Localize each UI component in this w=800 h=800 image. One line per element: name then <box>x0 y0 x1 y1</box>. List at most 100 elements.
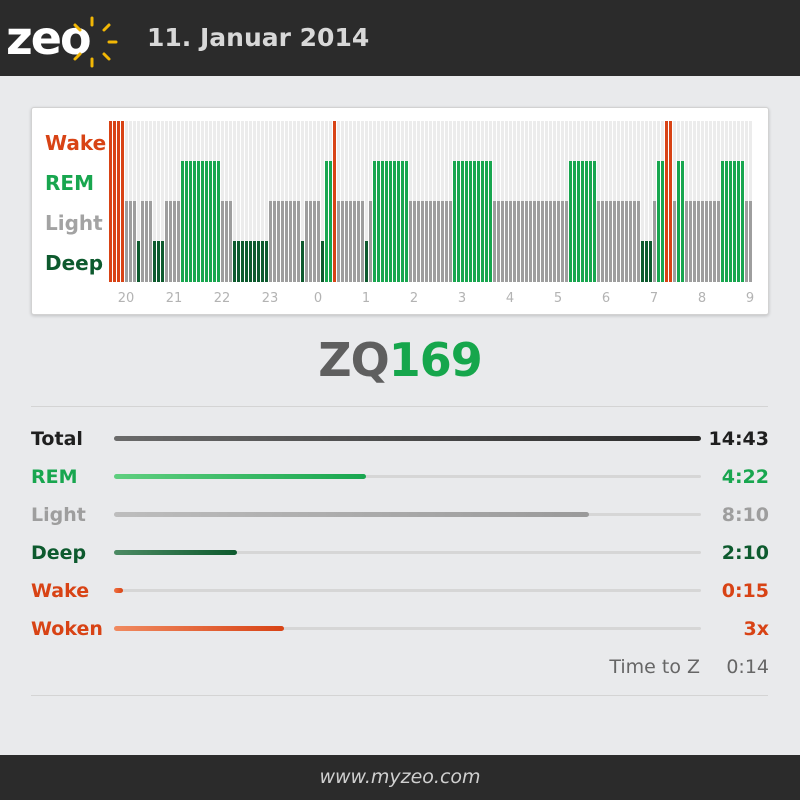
hypnogram-bar <box>749 201 752 282</box>
hypnogram-bar <box>585 161 588 282</box>
hypnogram-bg-stripe <box>365 121 368 282</box>
hypnogram-bar <box>489 161 492 282</box>
hypnogram-bar <box>205 161 208 282</box>
hypnogram-bar <box>317 201 320 282</box>
hypnogram-bar <box>261 241 264 282</box>
hypnogram-bar <box>509 201 512 282</box>
hypnogram-bar <box>241 241 244 282</box>
hypnogram-bar <box>713 201 716 282</box>
stat-bar-woken <box>114 626 285 631</box>
hypnogram-bar <box>553 201 556 282</box>
hypnogram-bar <box>697 201 700 282</box>
hypnogram-bg-stripe <box>161 121 164 282</box>
hypnogram-bar <box>433 201 436 282</box>
hypnogram-bar <box>609 201 612 282</box>
stat-value-woken: 3x <box>743 618 769 640</box>
hypnogram-bar <box>645 241 648 282</box>
hypnogram-bar <box>209 161 212 282</box>
stat-track-wake <box>114 588 701 593</box>
hypnogram-bar <box>321 241 324 282</box>
hypnogram-bar <box>177 201 180 282</box>
hypnogram-bar <box>565 201 568 282</box>
zq-label: ZQ <box>318 333 389 387</box>
hypnogram-bar <box>409 201 412 282</box>
hypnogram-bar <box>237 241 240 282</box>
hypnogram-bar <box>121 121 124 282</box>
hypnogram-bar <box>309 201 312 282</box>
hypnogram-bar <box>729 161 732 282</box>
hypnogram-bar <box>449 201 452 282</box>
hypnogram-card: Wake REM Light Deep 20 21 22 23 0 1 2 3 4 5 6 7 8 9 <box>31 107 769 315</box>
hypnogram-bg-stripe <box>641 121 644 282</box>
hour-tick-label: 8 <box>698 291 706 306</box>
hypnogram-bar <box>417 201 420 282</box>
hour-tick-label: 22 <box>214 291 231 306</box>
hypnogram-bar <box>481 161 484 282</box>
hypnogram-bar <box>233 241 236 282</box>
hypnogram-bar <box>733 161 736 282</box>
hypnogram-bar <box>361 201 364 282</box>
hour-tick-label: 0 <box>314 291 322 306</box>
hypnogram-bar <box>501 201 504 282</box>
hypnogram-bar <box>257 241 260 282</box>
hypnogram-bar <box>345 201 348 282</box>
hypnogram-bar <box>117 121 120 282</box>
hypnogram-bg-stripe <box>253 121 256 282</box>
hypnogram-bar <box>141 201 144 282</box>
hypnogram-bar <box>469 161 472 282</box>
hypnogram-bar <box>473 161 476 282</box>
stat-value-rem: 4:22 <box>721 466 769 488</box>
hypnogram-bar <box>289 201 292 282</box>
hypnogram-bar <box>169 201 172 282</box>
hypnogram-bg-stripe <box>249 121 252 282</box>
hour-tick-label: 21 <box>166 291 183 306</box>
hypnogram-bg-stripe <box>245 121 248 282</box>
divider-top <box>31 406 768 407</box>
footer-url[interactable]: www.myzeo.com <box>319 766 481 788</box>
hypnogram-bar <box>253 241 256 282</box>
hypnogram-bar <box>249 241 252 282</box>
hypnogram-bar <box>517 201 520 282</box>
hour-tick-label: 20 <box>118 291 135 306</box>
stat-label-wake: Wake <box>31 580 90 602</box>
hypnogram-bar <box>545 201 548 282</box>
stage-label-wake: Wake <box>45 131 106 155</box>
hour-tick-label: 2 <box>410 291 418 306</box>
sun-icon <box>73 16 118 68</box>
hypnogram-bar <box>633 201 636 282</box>
stat-track-light <box>114 512 701 517</box>
stat-bar-deep <box>114 550 238 555</box>
hypnogram-bar <box>293 201 296 282</box>
hypnogram-bg-stripe <box>261 121 264 282</box>
hypnogram-bar <box>625 201 628 282</box>
stat-label-light: Light <box>31 504 86 526</box>
stat-value-deep: 2:10 <box>721 542 769 564</box>
hypnogram-bar <box>405 161 408 282</box>
hypnogram-bar <box>601 201 604 282</box>
stat-track-woken <box>114 626 701 631</box>
hypnogram-bar <box>149 201 152 282</box>
stat-bar-light <box>114 512 590 517</box>
hypnogram-bar <box>441 201 444 282</box>
hypnogram-bar <box>305 201 308 282</box>
hypnogram-bar <box>201 161 204 282</box>
stage-label-rem: REM <box>45 171 94 195</box>
zeo-logo: zeo <box>6 8 118 68</box>
hypnogram-bar <box>401 161 404 282</box>
hypnogram-bar <box>653 201 656 282</box>
hypnogram-bar <box>165 201 168 282</box>
hypnogram-bar <box>137 241 140 282</box>
hypnogram-bar <box>437 201 440 282</box>
stat-track-total <box>114 436 701 441</box>
hypnogram-bar <box>153 241 156 282</box>
hypnogram-bar <box>157 241 160 282</box>
hypnogram-bg-stripe <box>137 121 140 282</box>
hypnogram-bar <box>577 161 580 282</box>
hypnogram-bg-stripe <box>233 121 236 282</box>
hypnogram-bar <box>521 201 524 282</box>
hypnogram-bar <box>181 161 184 282</box>
hypnogram-bar <box>229 201 232 282</box>
hypnogram-bar <box>337 201 340 282</box>
stat-bar-rem <box>114 474 367 479</box>
hypnogram-bar <box>745 201 748 282</box>
